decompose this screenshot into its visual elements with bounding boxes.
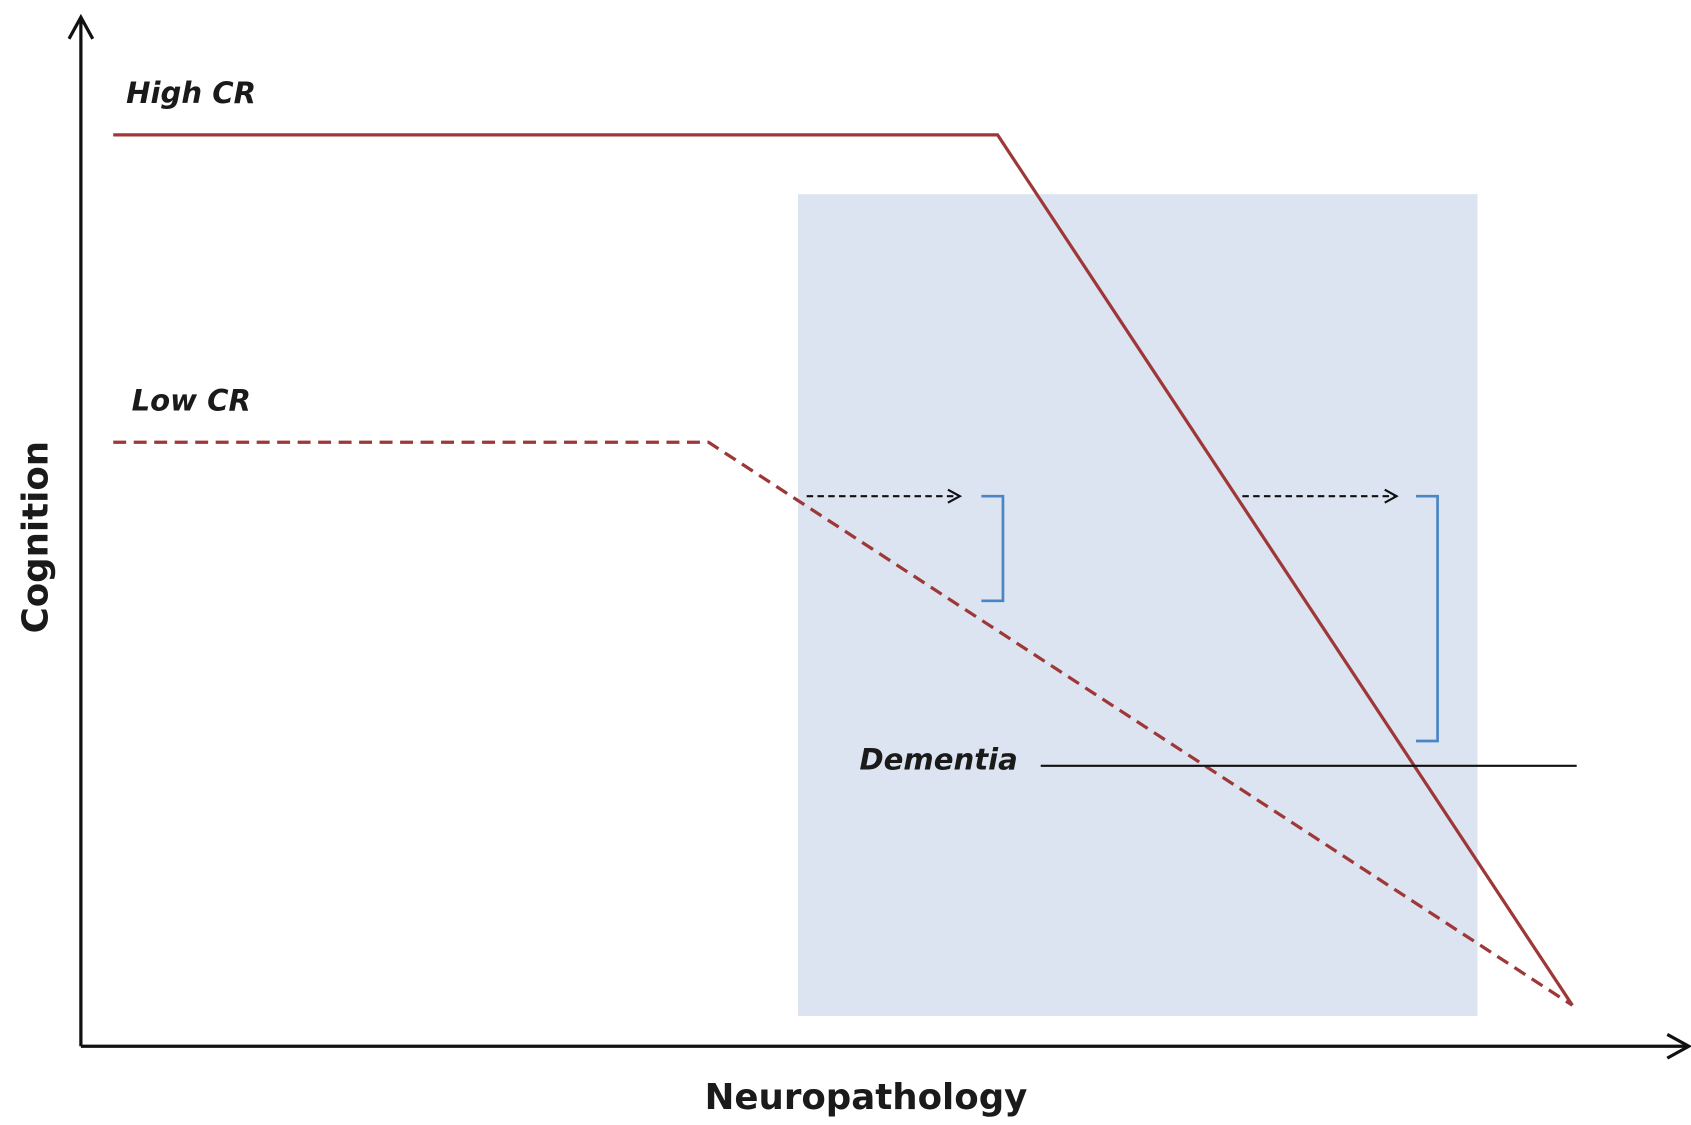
reserve-zone [798, 194, 1478, 1017]
bracket [981, 494, 1005, 603]
high-cr-curve [113, 133, 1574, 1007]
x-axis-label: Neuropathology [705, 1077, 1028, 1118]
dementia-label: Dementia [860, 743, 1018, 777]
y-axis-label: Cognition [16, 441, 57, 634]
high-cr-label: High CR [126, 76, 256, 110]
low-cr-label: Low CR [132, 383, 251, 417]
low-cr-curve [113, 440, 1574, 1007]
bracket [1415, 494, 1439, 743]
